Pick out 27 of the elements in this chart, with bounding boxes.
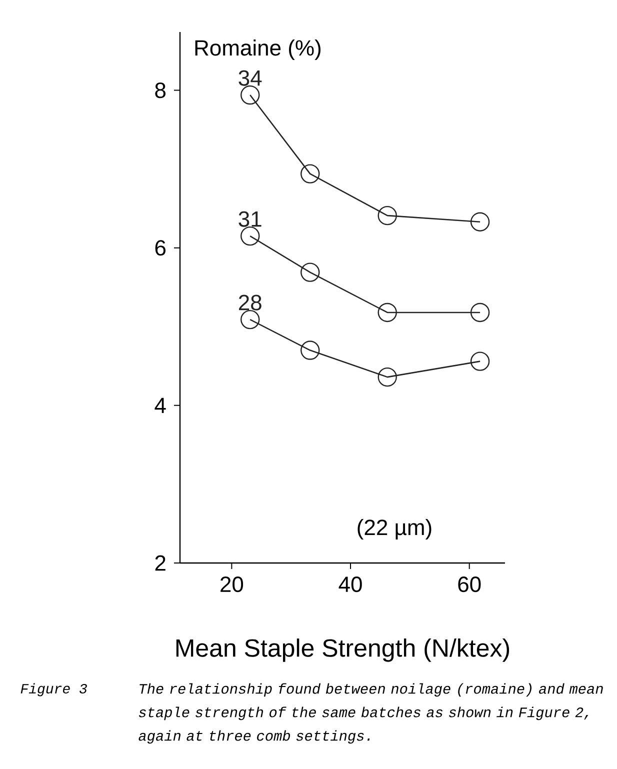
point [240, 310, 260, 330]
y-tick-label: 6 [155, 240, 166, 256]
point [378, 367, 397, 387]
x-tick-label: 40 [338, 576, 362, 592]
point [378, 302, 397, 322]
point [470, 212, 490, 232]
point [378, 206, 397, 226]
y-axis-title: Romaine (%) [195, 40, 320, 60]
point [470, 352, 490, 371]
point [300, 262, 320, 282]
x-axis-title: Mean Staple Strength (N/ktex) [176, 638, 510, 662]
point [240, 85, 260, 105]
caption: Figure 3 [20, 683, 87, 696]
x-tick-label: 20 [220, 576, 244, 592]
annotation: (22 µm) [358, 519, 432, 540]
point [300, 164, 320, 184]
series-label: 31 [238, 211, 262, 227]
y-tick-label: 2 [155, 555, 166, 571]
y-tick-label: 4 [154, 398, 166, 413]
y-tick-label: 8 [155, 82, 166, 98]
text: The relationship found between noilage (romaine) and mean staple strength of the same batches as shown in Figure 2, again at three comb settings. [138, 683, 603, 744]
point [240, 226, 260, 246]
series-label: 34 [238, 70, 262, 86]
x-tick-label: 60 [458, 576, 481, 592]
series-label: 28 [238, 294, 262, 310]
point [300, 340, 320, 360]
point [470, 302, 490, 322]
